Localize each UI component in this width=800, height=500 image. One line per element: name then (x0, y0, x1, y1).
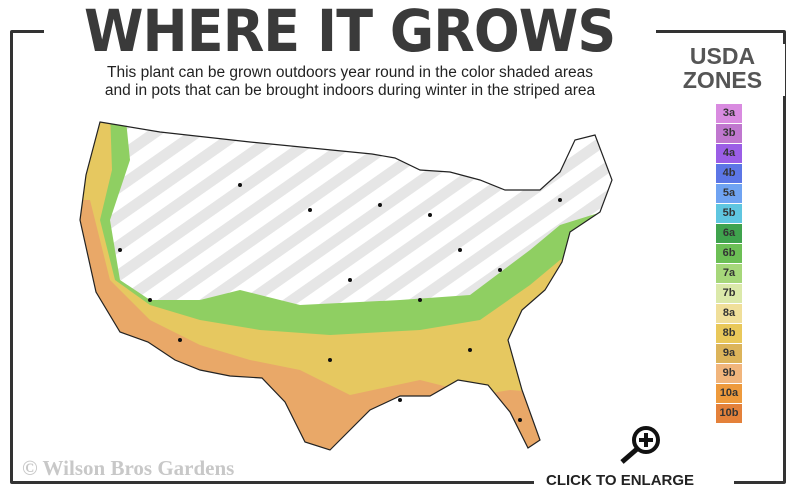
city-dots (118, 183, 562, 422)
subtitle-line-1: This plant can be grown outdoors year ro… (107, 64, 593, 81)
legend-zone-4a: 4a (716, 144, 742, 163)
legend-zone-4b: 4b (716, 164, 742, 183)
legend-zone-6a: 6a (716, 224, 742, 243)
zone-legend: 3a 3b 4a 4b 5a 5b 6a 6b 7a 7b 8a 8b 9a 9b 10a 10b (716, 104, 742, 424)
legend-zone-10b: 10b (716, 404, 742, 423)
legend-zone-6b: 6b (716, 244, 742, 263)
legend-zone-9a: 9a (716, 344, 742, 363)
enlarge-gap (534, 462, 734, 492)
legend-zone-7b: 7b (716, 284, 742, 303)
legend-zone-5a: 5a (716, 184, 742, 203)
click-to-enlarge-link[interactable]: CLICK TO ENLARGE (546, 472, 695, 489)
legend-zone-3a: 3a (716, 104, 742, 123)
subtitle-line-2: and in pots that can be brought indoors … (104, 82, 596, 99)
legend-title-line-1: USDA (689, 43, 756, 69)
legend-zone-5b: 5b (716, 204, 742, 223)
page-title: WHERE IT GROWS (84, 0, 616, 65)
legend-zone-10a: 10a (716, 384, 742, 403)
subtitle: This plant can be grown outdoors year ro… (40, 64, 660, 100)
legend-title: USDA ZONES (660, 44, 785, 96)
magnifier-plus-icon[interactable] (618, 424, 666, 466)
legend-zone-9b: 9b (716, 364, 742, 383)
legend-zone-8a: 8a (716, 304, 742, 323)
legend-zone-8b: 8b (716, 324, 742, 343)
legend-zone-7a: 7a (716, 264, 742, 283)
legend-zone-3b: 3b (716, 124, 742, 143)
title-banner: WHERE IT GROWS (44, 0, 656, 62)
copyright-watermark: © Wilson Bros Gardens (22, 456, 235, 480)
legend-title-line-2: ZONES (682, 67, 763, 93)
